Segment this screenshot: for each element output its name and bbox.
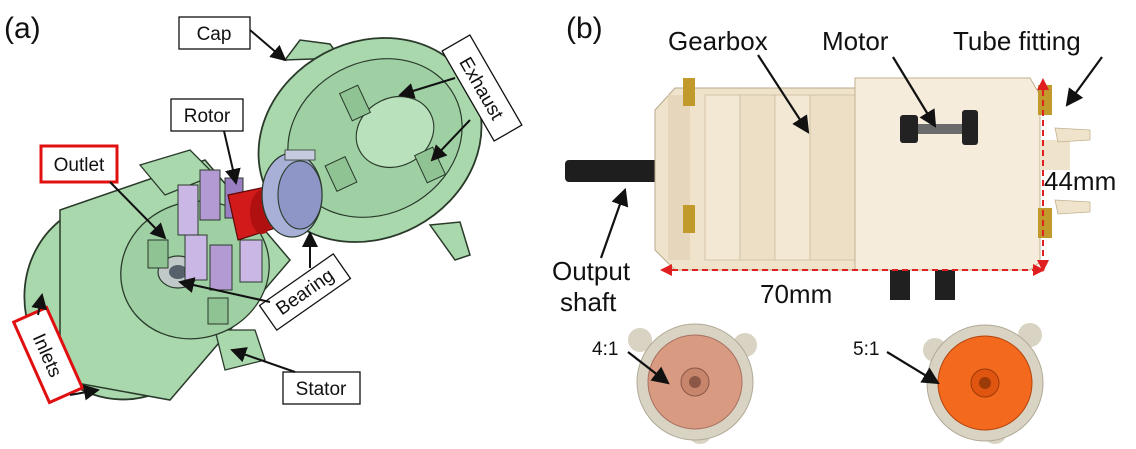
pump-assembly (565, 77, 1091, 300)
length-dimension-label: 70mm (760, 279, 832, 309)
panel-b: (b) (552, 12, 1116, 444)
output-shaft-label-line2: shaft (560, 287, 617, 317)
rotor-label: Rotor (184, 106, 231, 127)
bearing-part (261, 149, 323, 238)
motor-label: Motor (822, 26, 889, 56)
tube-fitting-label: Tube fitting (953, 26, 1081, 56)
cap-label: Cap (197, 24, 232, 45)
panel-b-letter: (b) (566, 12, 603, 45)
gear-4-1 (628, 323, 757, 444)
ratio-5-1-label: 5:1 (853, 339, 879, 360)
output-shaft-label-line1: Output (552, 256, 631, 286)
gearbox-label: Gearbox (668, 26, 768, 56)
stator-label: Stator (296, 379, 347, 400)
outlet-label: Outlet (54, 155, 105, 176)
rotor-part (177, 169, 286, 291)
ratio-4-1-label: 4:1 (592, 339, 618, 360)
panel-a-letter: (a) (4, 12, 41, 45)
gear-5-1 (923, 323, 1044, 444)
height-dimension-label: 44mm (1044, 166, 1116, 196)
panel-a: (a) (4, 12, 523, 405)
